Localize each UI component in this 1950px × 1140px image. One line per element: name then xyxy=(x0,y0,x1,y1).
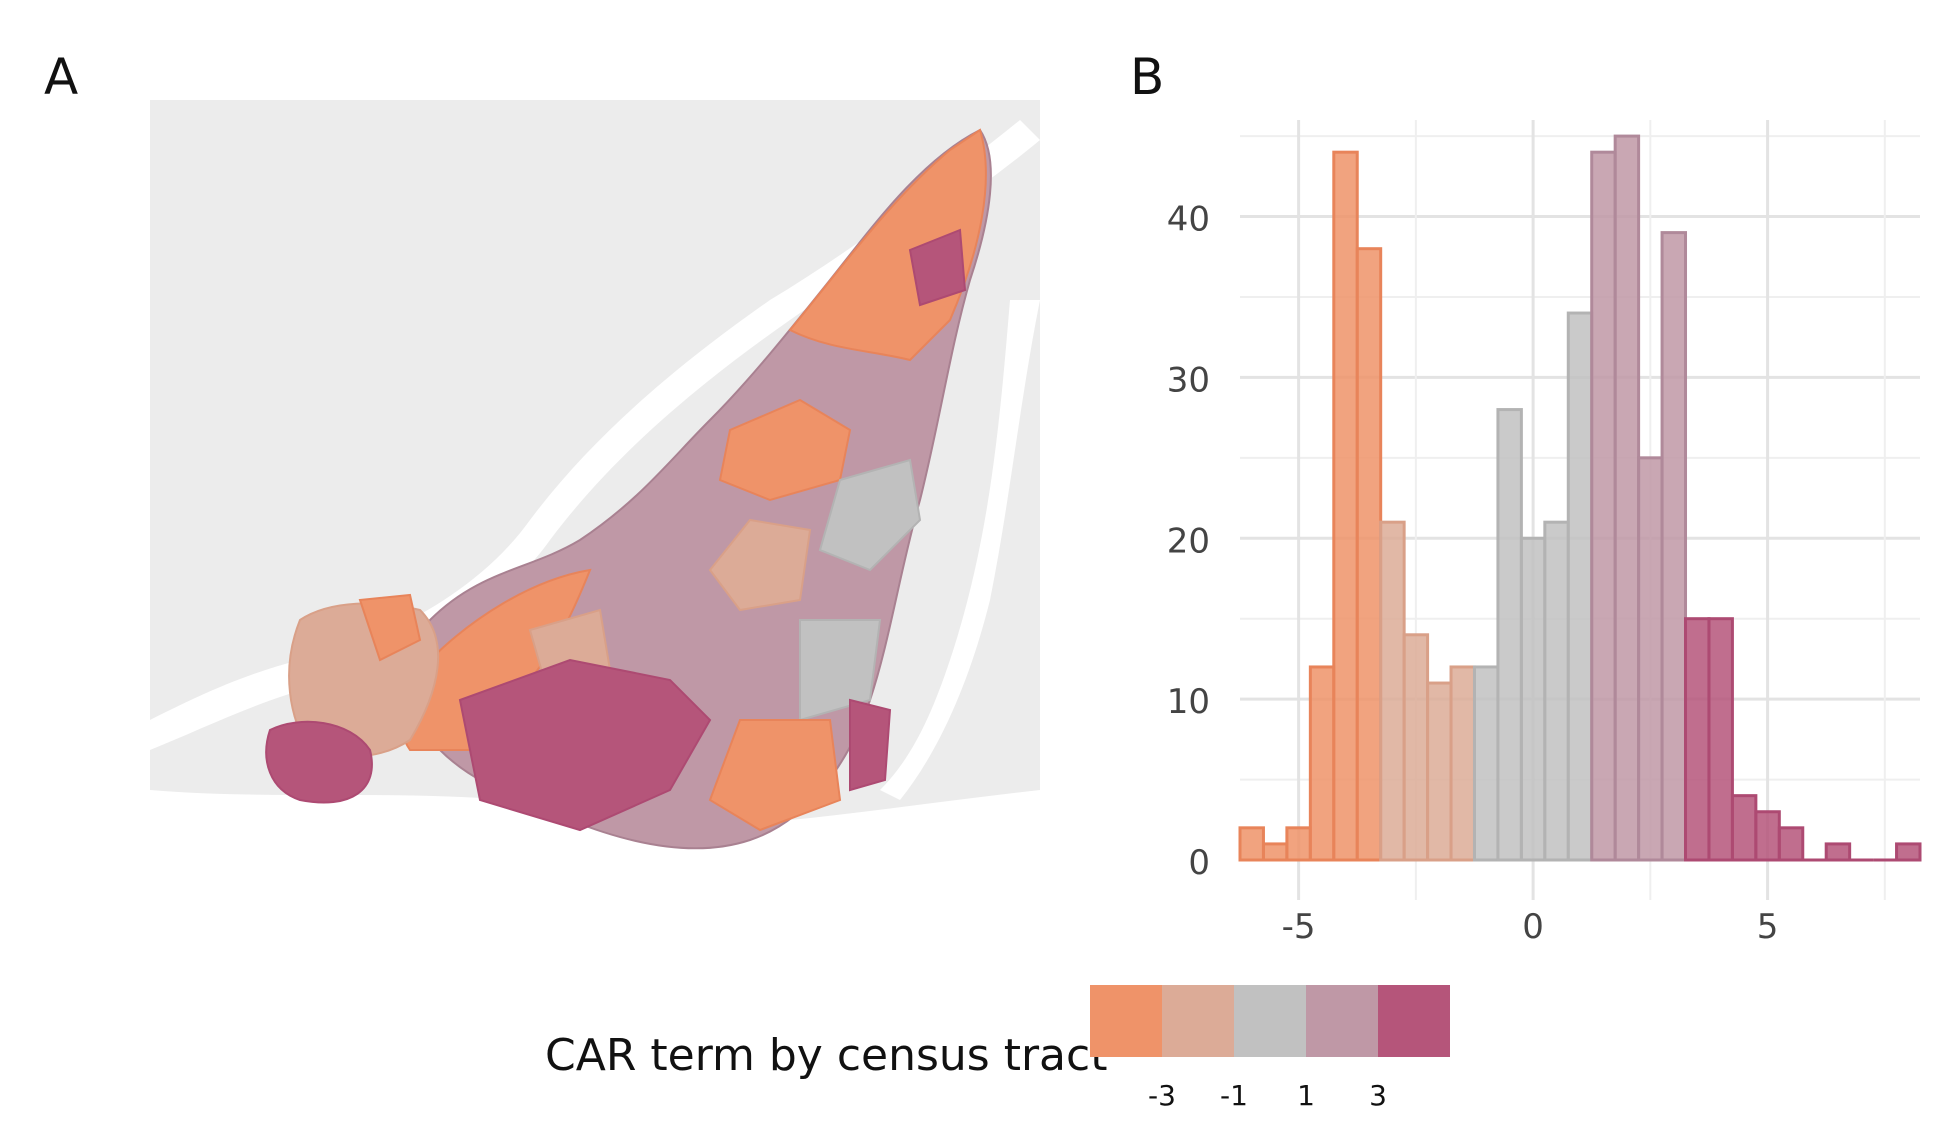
legend-key xyxy=(1090,985,1162,1057)
histogram-bar xyxy=(1613,134,1641,862)
x-tick-label: 0 xyxy=(1522,907,1544,947)
histogram-bar xyxy=(1684,617,1711,862)
y-tick-labels: 0 10 20 30 40 xyxy=(1167,200,1210,883)
y-tick-label: 40 xyxy=(1167,200,1210,240)
histogram-bar xyxy=(1707,617,1734,862)
histogram-bar xyxy=(1402,633,1430,862)
histogram-bar xyxy=(1824,842,1852,862)
legend-break-label: -1 xyxy=(1220,1079,1248,1112)
histogram-bar xyxy=(1566,311,1594,862)
legend-key xyxy=(1234,985,1306,1057)
histogram-bar xyxy=(1519,536,1547,862)
histogram-bar xyxy=(1895,842,1922,862)
tract-airport xyxy=(458,658,712,832)
y-tick-label: 10 xyxy=(1167,682,1210,722)
x-tick-label: -5 xyxy=(1282,907,1316,947)
histogram-bar xyxy=(1285,826,1312,862)
legend-key xyxy=(1162,985,1234,1057)
histogram-bar xyxy=(1332,150,1359,862)
legend-key xyxy=(1306,985,1378,1057)
histogram-bar xyxy=(1754,810,1781,862)
legend-title: CAR term by census tract xyxy=(545,1030,1108,1081)
histogram-chart: 0 10 20 30 40 -5 0 5 xyxy=(1167,120,1922,947)
panel-label-b: B xyxy=(1130,48,1165,106)
census-tract-map xyxy=(150,100,1040,895)
histogram-bar xyxy=(1660,231,1688,862)
histogram-bar xyxy=(1543,520,1570,862)
legend-key xyxy=(1378,985,1450,1057)
histogram-bar xyxy=(1449,665,1476,862)
histogram-bar xyxy=(1238,826,1265,862)
tract-far-west xyxy=(265,720,373,804)
histogram-bar xyxy=(1261,842,1289,862)
legend-break-label: 3 xyxy=(1369,1079,1387,1112)
y-tick-label: 0 xyxy=(1188,843,1210,883)
river-east xyxy=(880,300,1040,800)
tract-central-3 xyxy=(708,518,812,612)
legend-keys xyxy=(1090,985,1450,1057)
tract-central-2 xyxy=(818,458,922,572)
histogram-bar xyxy=(1590,150,1617,862)
x-tick-labels: -5 0 5 xyxy=(1282,907,1779,947)
tract-north-dark xyxy=(908,228,967,307)
tract-south-1 xyxy=(799,619,882,722)
bars xyxy=(1238,134,1922,862)
panel-label-a: A xyxy=(44,48,79,106)
legend-labels: -3 -1 1 3 xyxy=(1148,1079,1387,1112)
histogram-bar xyxy=(1637,456,1664,862)
histogram-bar xyxy=(1308,665,1336,862)
x-tick-label: 5 xyxy=(1757,907,1779,947)
legend-break-label: -3 xyxy=(1148,1079,1176,1112)
tract-west-lobe-2 xyxy=(358,593,422,662)
legend-break-label: 1 xyxy=(1297,1079,1315,1112)
histogram-bar xyxy=(1777,826,1805,862)
island-tracts xyxy=(265,128,992,850)
river-strip xyxy=(150,120,1040,750)
y-tick-label: 30 xyxy=(1167,360,1210,400)
y-tick-label: 20 xyxy=(1167,521,1210,561)
histogram-bar xyxy=(1496,408,1523,862)
histogram-bar xyxy=(1730,794,1758,862)
histogram-bar xyxy=(1472,665,1500,862)
histogram-bar xyxy=(1426,681,1453,862)
histogram-bar xyxy=(1355,247,1383,862)
tract-south-2 xyxy=(708,719,842,832)
river-south xyxy=(150,790,1040,895)
tract-south-3 xyxy=(849,698,892,792)
tract-north xyxy=(788,128,987,362)
histogram-bar xyxy=(1379,520,1406,862)
color-legend: -3 -1 1 3 xyxy=(1090,985,1450,1112)
